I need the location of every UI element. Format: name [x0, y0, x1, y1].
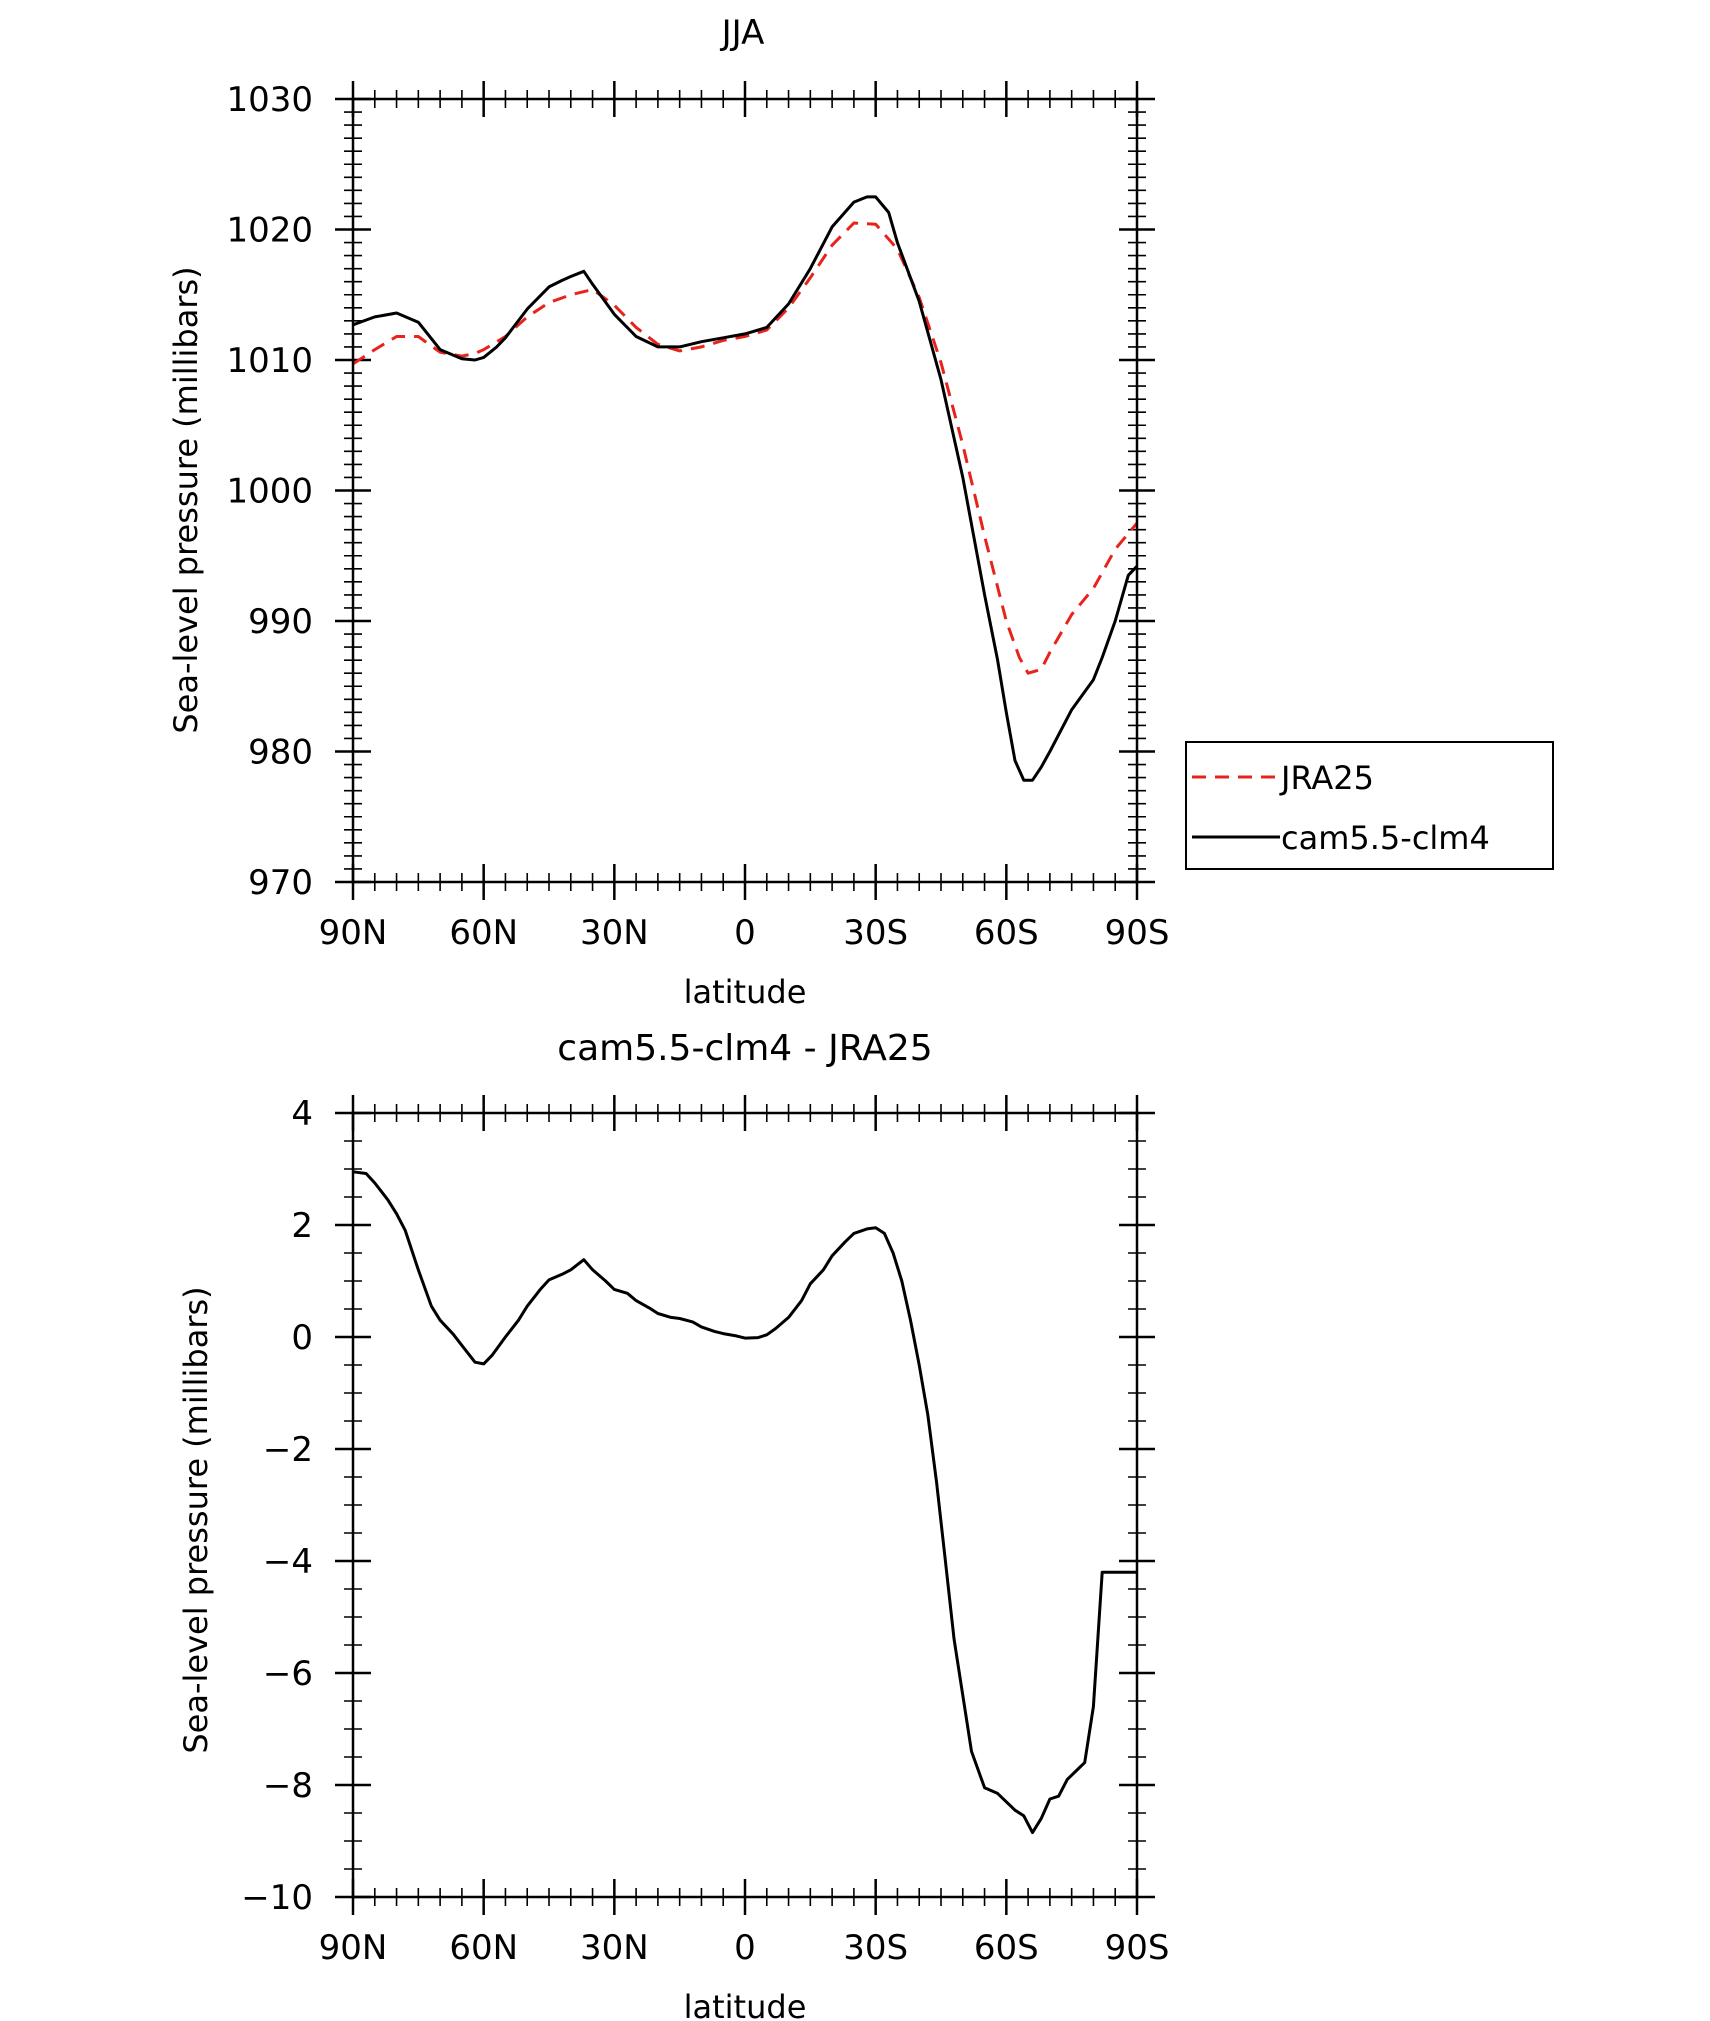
chart-top-legend: JRA25 cam5.5-clm4	[1185, 741, 1554, 870]
y-tick-label: 1000	[226, 472, 313, 512]
x-tick-label: 60S	[974, 913, 1039, 953]
x-tick-label: 60N	[449, 1928, 518, 1968]
chart-top-x-tick-labels: 90N 60N 30N 0 30S 60S 90S	[319, 913, 1170, 953]
chart-top-title: JJA	[720, 13, 765, 53]
y-tick-label: −10	[241, 1878, 313, 1918]
y-tick-label: −2	[263, 1430, 313, 1470]
x-tick-label: 30S	[843, 1928, 908, 1968]
legend-label-jra25: JRA25	[1279, 759, 1374, 797]
y-tick-label: 970	[248, 863, 313, 903]
x-tick-label: 0	[734, 1928, 756, 1968]
y-tick-label: 0	[291, 1318, 313, 1358]
chart-bottom-y-tick-labels: 4 2 0 −2 −4 −6 −8 −10	[241, 1094, 313, 1918]
chart-bottom-plot-frame	[351, 1111, 1139, 1899]
x-tick-label: 30S	[843, 913, 908, 953]
y-tick-label: 1020	[226, 211, 313, 251]
x-tick-label: 30N	[580, 1928, 649, 1968]
chart-bottom-ticks	[335, 1095, 1155, 1915]
x-tick-label: 90N	[319, 1928, 388, 1968]
chart-top-plot-frame	[351, 97, 1139, 884]
bottom-series-line-difference	[352, 1170, 1137, 1835]
x-tick-label: 90S	[1105, 913, 1170, 953]
x-tick-label: 90N	[319, 913, 388, 953]
y-tick-label: 1010	[226, 341, 313, 381]
x-tick-label: 0	[734, 913, 756, 953]
legend-frame	[1185, 741, 1554, 870]
x-tick-label: 30N	[580, 913, 649, 953]
top-series-line-jra25	[352, 221, 1139, 675]
chart-bottom-series	[352, 1170, 1137, 1835]
y-tick-label: 980	[248, 733, 313, 773]
x-tick-label: 60N	[449, 913, 518, 953]
chart-bottom-x-axis-label: latitude	[684, 1988, 807, 2021]
chart-bottom: cam5.5-clm4 - JRA25 90N 60N 30N 0 30S 60S 90S …	[177, 1028, 1169, 2021]
top-series-line-cam5-5-clm4	[352, 195, 1139, 782]
chart-bottom-title: cam5.5-clm4 - JRA25	[557, 1028, 932, 1069]
chart-top: JJA 90N 60N 30N 0 30S 60S 90S 1030 1020 1010 1000…	[167, 13, 1554, 1011]
chart-bottom-y-axis-label: Sea-level pressure (millibars)	[177, 1286, 215, 1753]
chart-top-y-axis-label: Sea-level pressure (millibars)	[167, 266, 205, 733]
y-tick-label: −8	[263, 1766, 313, 1806]
y-tick-label: 2	[291, 1206, 313, 1246]
y-tick-label: −6	[263, 1654, 313, 1694]
x-tick-label: 90S	[1105, 1928, 1170, 1968]
chart-bottom-x-tick-labels: 90N 60N 30N 0 30S 60S 90S	[319, 1928, 1170, 1968]
y-tick-label: −4	[263, 1542, 313, 1582]
y-tick-label: 4	[291, 1094, 313, 1134]
chart-top-x-axis-label: latitude	[684, 973, 807, 1011]
legend-label-cam55-clm4: cam5.5-clm4	[1281, 819, 1490, 857]
x-tick-label: 60S	[974, 1928, 1039, 1968]
chart-top-series	[352, 195, 1139, 782]
y-tick-label: 990	[248, 602, 313, 642]
chart-top-ticks	[335, 81, 1155, 900]
y-tick-label: 1030	[226, 80, 313, 120]
chart-top-y-tick-labels: 1030 1020 1010 1000 990 980 970	[226, 80, 313, 903]
